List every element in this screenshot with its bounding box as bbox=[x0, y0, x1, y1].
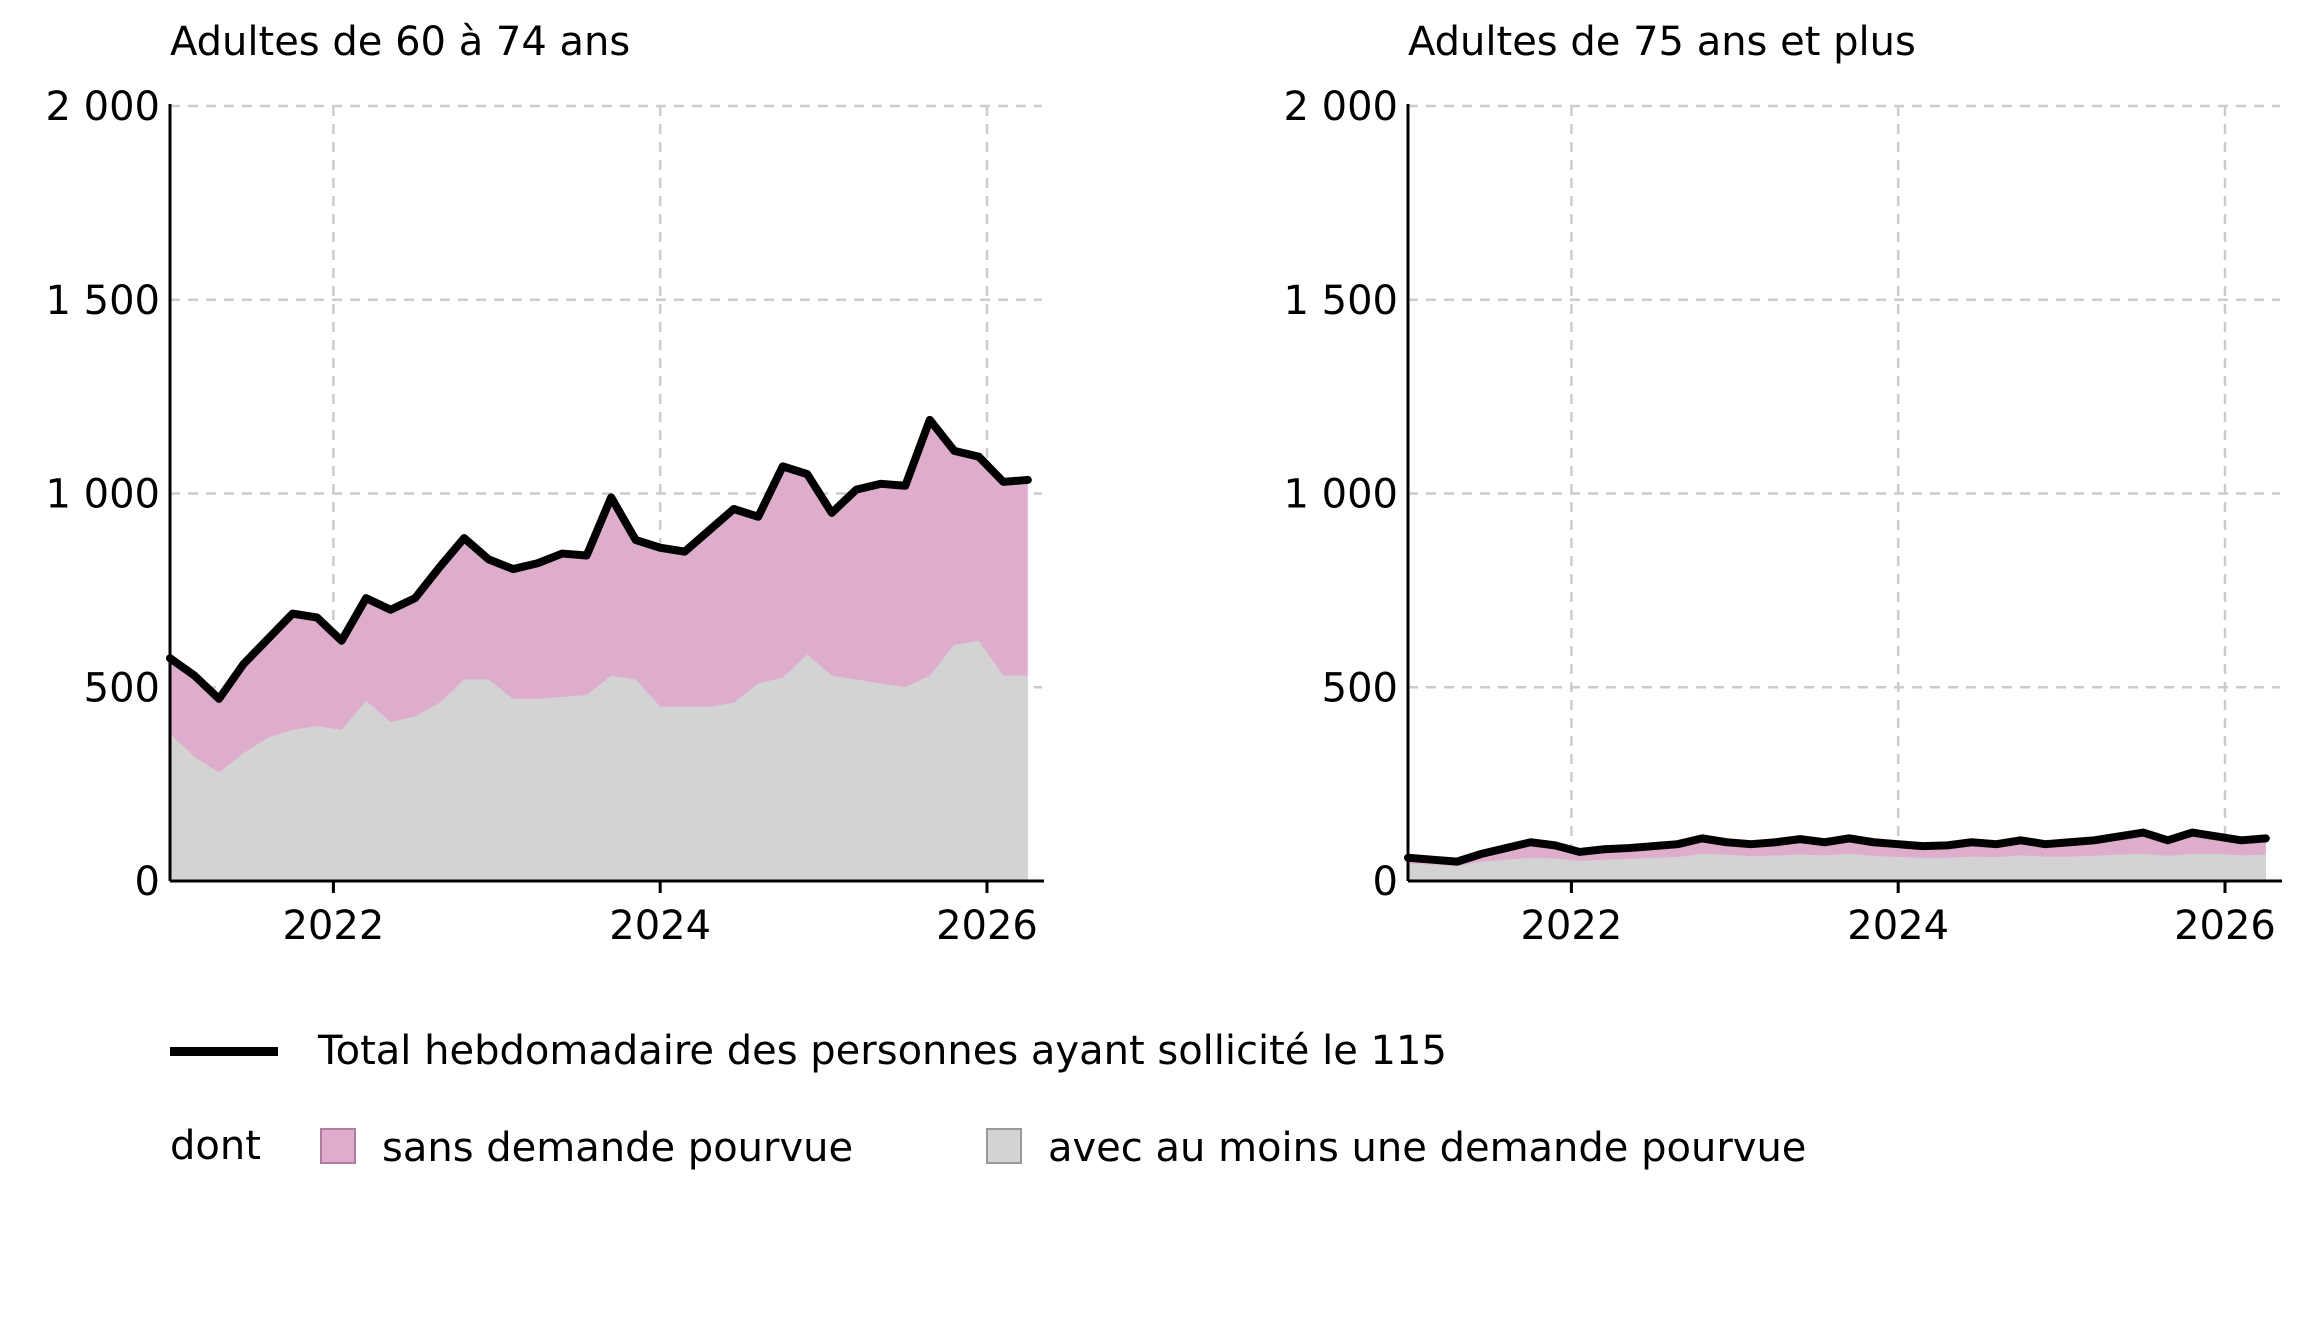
legend-avec-swatch bbox=[986, 1128, 1022, 1164]
y-tick-labels: 0 500 1 000 1 500 2 000 bbox=[45, 84, 160, 905]
legend-total-label: Total hebdomadaire des personnes ayant s… bbox=[318, 1028, 1447, 1074]
y-tick-label: 1 500 bbox=[1283, 278, 1398, 324]
y-tick-label: 2 000 bbox=[1283, 84, 1398, 130]
y-tick-label: 0 bbox=[1373, 859, 1398, 905]
y-tick-label: 0 bbox=[135, 859, 160, 905]
x-tick-labels: 2022 2024 2026 bbox=[282, 881, 1038, 949]
line-total-hebdomadaire bbox=[1404, 828, 2270, 866]
y-tick-label: 2 000 bbox=[45, 84, 160, 130]
legend-dont-label: dont bbox=[170, 1123, 261, 1169]
gridlines bbox=[1408, 104, 2280, 881]
panel-adultes-60-74: Adultes de 60 à 74 ans 0 500 1 000 1 500 2 0… bbox=[45, 19, 1044, 949]
y-tick-label: 500 bbox=[84, 665, 160, 711]
y-tick-labels: 0 500 1 000 1 500 2 000 bbox=[1283, 84, 1398, 905]
panel-title: Adultes de 60 à 74 ans bbox=[170, 19, 630, 65]
panel-title: Adultes de 75 ans et plus bbox=[1408, 19, 1916, 65]
area-avec-demande-pourvue bbox=[170, 640, 1028, 881]
y-tick-label: 1 500 bbox=[45, 278, 160, 324]
panel-adultes-75-plus: Adultes de 75 ans et plus 0 500 1 000 1 500… bbox=[1283, 19, 2282, 949]
x-tick-label: 2026 bbox=[936, 903, 1038, 949]
x-tick-labels: 2022 2024 2026 bbox=[1520, 881, 2276, 949]
legend-avec-label: avec au moins une demande pourvue bbox=[1048, 1125, 1807, 1171]
legend-sans-swatch bbox=[320, 1128, 356, 1164]
y-tick-label: 1 000 bbox=[1283, 472, 1398, 518]
line-total-hebdomadaire bbox=[166, 415, 1032, 703]
x-tick-label: 2024 bbox=[609, 903, 711, 949]
legend-sans-label: sans demande pourvue bbox=[382, 1125, 854, 1171]
y-tick-label: 500 bbox=[1322, 665, 1398, 711]
area-avec-demande-pourvue bbox=[1408, 853, 2266, 881]
x-tick-label: 2026 bbox=[2174, 903, 2276, 949]
legend-total-line-swatch bbox=[170, 1047, 278, 1056]
x-tick-label: 2022 bbox=[1520, 903, 1622, 949]
x-tick-label: 2024 bbox=[1847, 903, 1949, 949]
y-tick-label: 1 000 bbox=[45, 472, 160, 518]
x-tick-label: 2022 bbox=[282, 903, 384, 949]
